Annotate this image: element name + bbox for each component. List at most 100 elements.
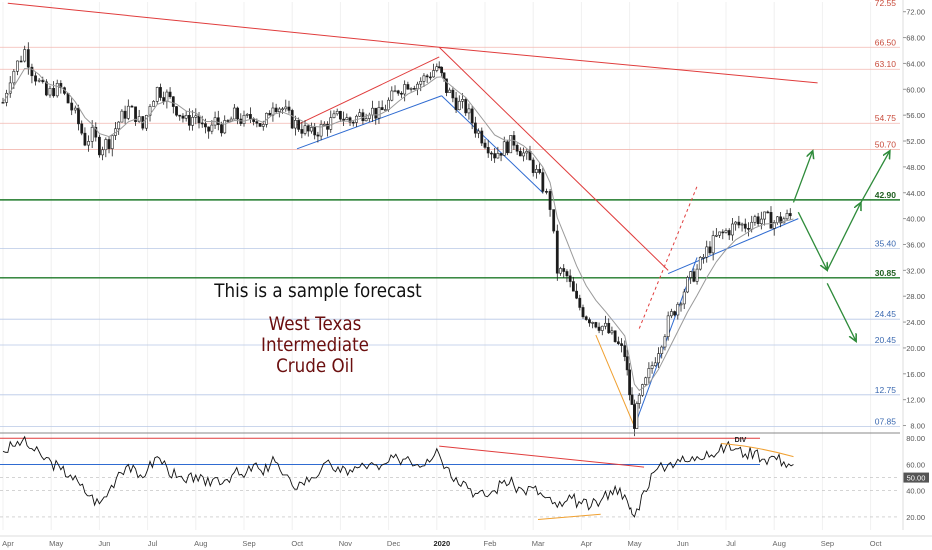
- candle-body: [184, 115, 188, 119]
- candle-body: [371, 107, 374, 116]
- candle-body: [419, 80, 423, 85]
- candle-body: [380, 107, 384, 111]
- candle-body: [290, 110, 294, 129]
- candle-body: [483, 142, 487, 148]
- level-label-0: 72.55: [875, 0, 897, 8]
- candle-body: [689, 271, 693, 278]
- candle-body: [565, 271, 569, 277]
- candle-body: [342, 118, 346, 121]
- candle-body: [348, 117, 352, 123]
- forecast-arrow-3: [860, 151, 890, 203]
- candle-body: [657, 353, 660, 364]
- candle-body: [171, 96, 175, 107]
- candle-body: [490, 152, 493, 155]
- crash-resistance-line: [438, 46, 669, 271]
- candle-body: [747, 228, 750, 230]
- candle-body: [123, 110, 127, 119]
- candle-body: [313, 127, 317, 136]
- dashed-breakout-line: [638, 186, 698, 329]
- candle-body: [306, 125, 310, 132]
- time-label-18: Oct: [870, 539, 883, 548]
- candle-body: [8, 82, 12, 94]
- candle-body: [98, 136, 101, 156]
- rsi-line: [2, 435, 794, 518]
- price-tick-3: 20.00: [906, 344, 925, 353]
- candle-body: [581, 307, 585, 318]
- candle-body: [326, 123, 329, 130]
- candle-body: [737, 221, 741, 226]
- candle-body: [518, 150, 522, 157]
- candle-body: [435, 66, 439, 71]
- candle-body: [44, 81, 48, 96]
- candle-body: [406, 84, 410, 90]
- candle-body: [568, 275, 572, 282]
- candle-body: [753, 216, 757, 223]
- orange-support-line: [595, 334, 635, 427]
- candle-body: [210, 124, 214, 132]
- candle-body: [223, 120, 227, 134]
- time-label-16: Aug: [773, 539, 786, 548]
- candle-body: [271, 107, 275, 116]
- candle-body: [19, 60, 23, 63]
- candle-body: [522, 152, 525, 157]
- candle-body: [571, 281, 575, 292]
- candle-body: [702, 256, 705, 259]
- candle-body: [591, 322, 595, 324]
- candle-body: [496, 153, 500, 159]
- candle-body: [515, 144, 519, 152]
- candle-body: [721, 231, 725, 234]
- candle-body: [428, 76, 432, 79]
- candle-body: [229, 118, 233, 122]
- candle-body: [650, 365, 654, 369]
- candle-body: [555, 230, 559, 274]
- price-tick-11: 52.00: [906, 137, 925, 146]
- candle-body: [594, 322, 598, 328]
- candle-body: [666, 315, 670, 337]
- candle-body: [552, 209, 556, 232]
- rsi-tick-0: 80.00: [906, 434, 925, 443]
- level-label-11: 07.85: [875, 417, 897, 427]
- instrument-title: West Texas Intermediate Crude Oil: [240, 314, 390, 377]
- candle-body: [249, 114, 252, 119]
- candle-body: [718, 231, 721, 236]
- candle-body: [284, 106, 288, 110]
- candle-body: [220, 124, 223, 134]
- candle-body: [562, 268, 566, 272]
- candle-body: [165, 91, 169, 102]
- level-label-8: 24.45: [875, 309, 897, 319]
- rsi-divergence-curve: [721, 442, 794, 458]
- candle-body: [316, 134, 320, 137]
- candle-body: [548, 191, 552, 210]
- candle-body: [204, 123, 207, 128]
- candle-body: [779, 216, 783, 224]
- candle-body: [607, 322, 611, 334]
- candle-body: [134, 106, 137, 122]
- candle-body: [329, 117, 333, 130]
- candle-body: [531, 159, 535, 173]
- candle-body: [162, 97, 166, 102]
- candle-body: [70, 102, 74, 111]
- candle-body: [698, 257, 702, 270]
- rsi-tick-1: 60.00: [906, 460, 925, 469]
- forecast-arrow-4: [826, 282, 856, 341]
- time-label-9: 2020: [433, 539, 450, 548]
- price-tick-0: 8.00: [910, 422, 925, 431]
- price-tick-8: 40.00: [906, 215, 925, 224]
- candle-body: [623, 345, 627, 357]
- rsi-value-tag: [903, 472, 929, 483]
- candle-body: [451, 89, 455, 99]
- candle-body: [711, 235, 715, 254]
- candle-body: [628, 369, 632, 396]
- candle-body: [705, 246, 709, 258]
- candle-body: [682, 291, 686, 305]
- candle-body: [641, 384, 644, 396]
- candle-body: [332, 113, 336, 118]
- candle-body: [364, 118, 368, 122]
- candle-body: [335, 110, 339, 115]
- time-label-15: Jul: [726, 539, 736, 548]
- rsi-orange-line: [537, 513, 601, 521]
- candle-body: [756, 216, 760, 225]
- price-tick-14: 64.00: [906, 59, 925, 68]
- candle-body: [287, 106, 291, 111]
